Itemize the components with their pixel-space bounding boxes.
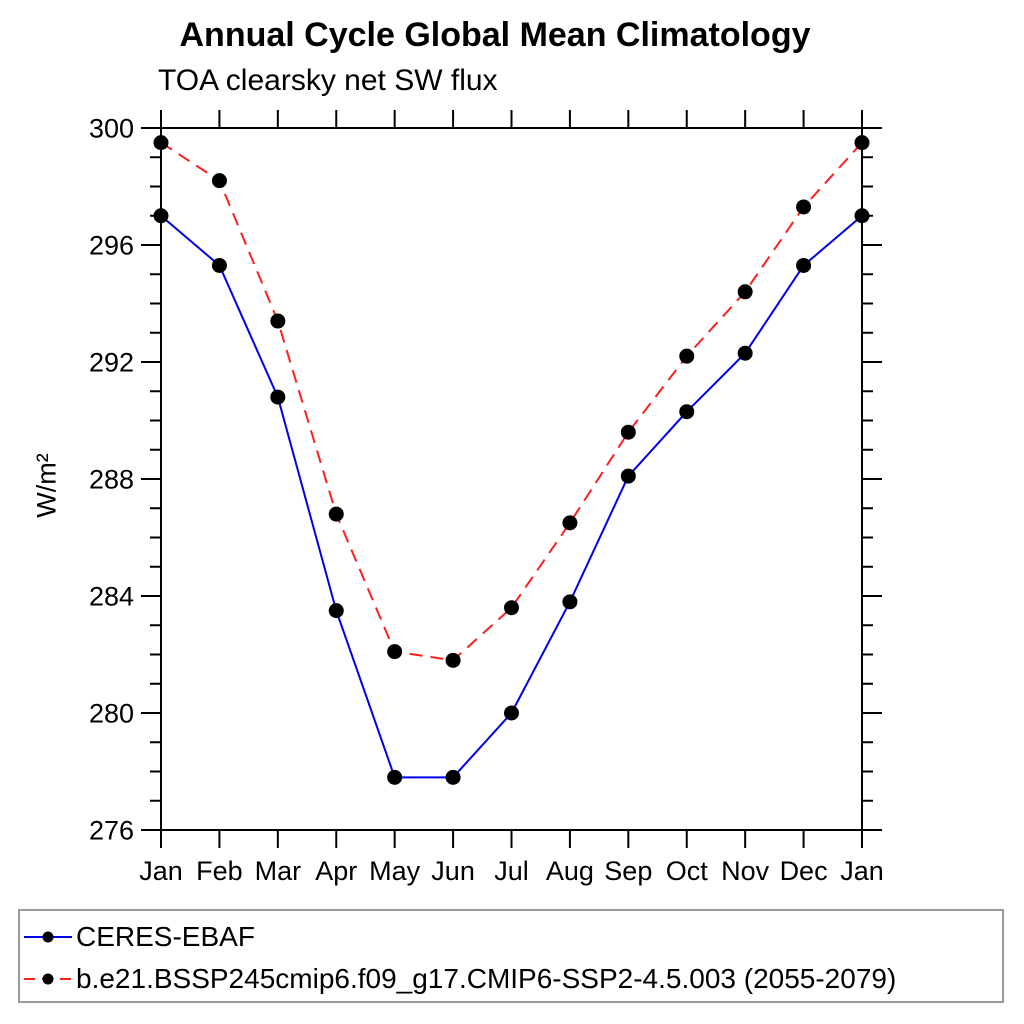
y-tick-label: 280 (89, 699, 134, 729)
data-point-marker (153, 208, 169, 224)
data-point-marker (270, 389, 286, 405)
x-tick-label: May (369, 856, 421, 886)
x-tick-label: Nov (721, 856, 770, 886)
legend-label-model: b.e21.BSSP245cmip6.f09_g17.CMIP6-SSP2-4.… (76, 963, 897, 994)
legend-entry-ceres: CERES-EBAF (22, 916, 1002, 958)
y-tick-label: 292 (89, 348, 134, 378)
data-point-marker (737, 345, 753, 361)
data-point-marker (679, 404, 695, 420)
data-point-marker (562, 515, 578, 531)
data-point-marker (328, 506, 344, 522)
data-point-marker (620, 424, 636, 440)
series-line-1 (160, 141, 863, 662)
data-point-marker (854, 208, 870, 224)
data-point-marker (620, 468, 636, 484)
x-tick-label: Feb (196, 856, 243, 886)
data-point-marker (270, 313, 286, 329)
x-tick-label: Aug (546, 856, 594, 886)
data-point-marker (153, 135, 169, 151)
x-tick-label: Jan (139, 856, 183, 886)
x-tick-label: Dec (780, 856, 828, 886)
y-tick-label: 276 (89, 816, 134, 846)
y-tick-label: 284 (89, 582, 134, 612)
data-point-marker (796, 257, 812, 273)
data-point-marker (445, 769, 461, 785)
x-tick-label: Mar (255, 856, 302, 886)
data-point-marker (328, 603, 344, 619)
data-point-marker (504, 600, 519, 616)
data-point-marker (211, 257, 227, 273)
data-point-marker (737, 284, 753, 300)
data-point-marker (387, 644, 403, 660)
axis-frame (160, 127, 863, 831)
legend-entry-model: b.e21.BSSP245cmip6.f09_g17.CMIP6-SSP2-4.… (22, 958, 1002, 1000)
legend-box: CERES-EBAF b.e21.BSSP245cmip6.f09_g17.CM… (18, 909, 1004, 1003)
plot-area: Jan Feb Mar Apr May Jun Jul Aug Sep Oct Nov Dec Jan2… (89, 110, 884, 886)
data-point-marker (445, 652, 461, 668)
x-tick-label: Jan (840, 856, 884, 886)
x-tick-label: Jul (494, 856, 529, 886)
legend-sample-solid-line (24, 931, 72, 943)
data-point-marker (679, 348, 695, 364)
legend-marker-dot (42, 931, 54, 943)
data-point-marker (562, 594, 578, 610)
series-line-0 (160, 214, 863, 779)
x-tick-label: Apr (315, 856, 357, 886)
chart-subtitle: TOA clearsky net SW flux (158, 64, 498, 97)
y-tick-label: 296 (89, 231, 134, 261)
data-point-marker (387, 769, 403, 785)
data-point-marker (211, 173, 227, 189)
x-tick-label: Sep (604, 856, 652, 886)
legend-label-ceres: CERES-EBAF (76, 921, 255, 952)
y-tick-label: 288 (89, 465, 134, 495)
legend-sample-dashed-line (24, 973, 72, 985)
data-point-marker (796, 199, 812, 215)
x-tick-label: Jun (431, 856, 475, 886)
x-tick-label: Oct (666, 856, 709, 886)
data-point-marker (854, 135, 870, 151)
chart-title: Annual Cycle Global Mean Climatology (179, 16, 811, 54)
data-point-marker (504, 705, 519, 721)
y-tick-label: 300 (89, 114, 134, 144)
legend-marker-dot (42, 973, 54, 985)
